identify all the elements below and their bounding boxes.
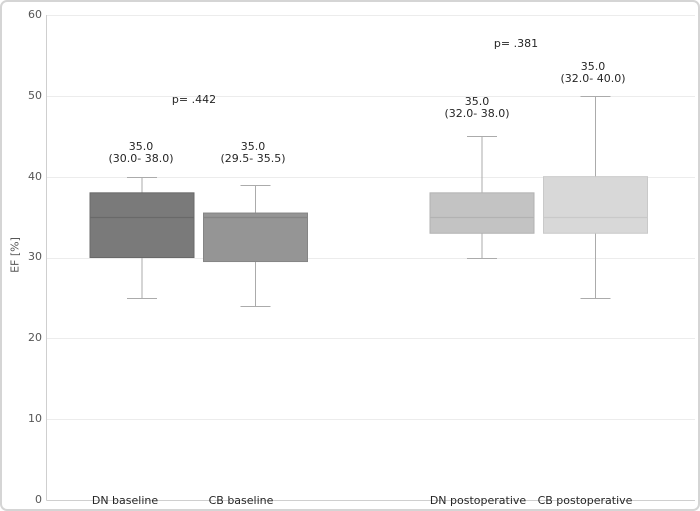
box-cb-postoperative <box>543 176 648 234</box>
box-dn-postoperative <box>429 192 535 234</box>
p-value-postoperative: p= .381 <box>493 37 539 50</box>
stat-median-dn-postoperative: 35.0 <box>464 95 490 108</box>
category-label-dn-baseline: DN baseline <box>91 494 159 507</box>
y-tick-40: 40 <box>28 170 42 183</box>
stat-label-dn-baseline: 35.0 (30.0- 38.0) <box>108 141 173 165</box>
y-tick-0: 0 <box>35 493 42 506</box>
category-label-dn-postoperative: DN postoperative <box>429 494 527 507</box>
stat-label-dn-postoperative: 35.0 (32.0- 38.0) <box>444 96 509 120</box>
stat-range-cb-postoperative: (32.0- 40.0) <box>560 72 626 85</box>
y-tick-50: 50 <box>28 89 42 102</box>
stat-median-cb-postoperative: 35.0 <box>580 60 606 73</box>
box-dn-baseline <box>89 192 195 258</box>
stat-median-dn-baseline: 35.0 <box>128 140 154 153</box>
box-cb-baseline <box>203 212 308 263</box>
y-tick-10: 10 <box>28 412 42 425</box>
category-label-cb-baseline: CB baseline <box>208 494 274 507</box>
stat-range-dn-postoperative: (32.0- 38.0) <box>444 107 510 120</box>
category-label-cb-postoperative: CB postoperative <box>537 494 633 507</box>
stat-label-cb-postoperative: 35.0 (32.0- 40.0) <box>560 61 625 85</box>
stat-range-cb-baseline: (29.5- 35.5) <box>220 152 286 165</box>
stat-median-cb-baseline: 35.0 <box>240 140 266 153</box>
y-tick-60: 60 <box>28 8 42 21</box>
p-value-baseline: p= .442 <box>171 93 217 106</box>
stat-label-cb-baseline: 35.0 (29.5- 35.5) <box>220 141 285 165</box>
stat-range-dn-baseline: (30.0- 38.0) <box>108 152 174 165</box>
y-tick-20: 20 <box>28 331 42 344</box>
y-tick-30: 30 <box>28 250 42 263</box>
